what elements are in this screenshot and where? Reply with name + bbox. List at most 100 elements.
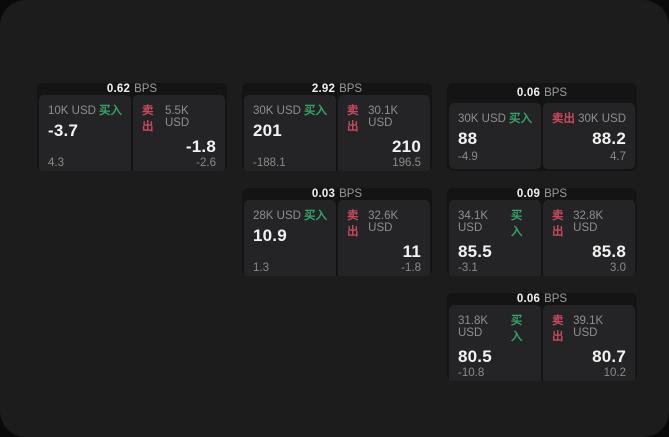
sell-panel[interactable]: 卖出 30.1K USD 210 196.5 [338, 95, 430, 171]
buy-label: 买入 [99, 105, 122, 117]
sell-panel-top: 卖出 30.1K USD [347, 102, 421, 134]
sell-panel-top: 卖出 30K USD [552, 110, 626, 126]
buy-price: 88 [458, 129, 478, 148]
sell-delta: -2.6 [196, 157, 216, 169]
buy-panel-top: 30K USD 买入 [458, 110, 532, 126]
quote-card: 0.06 BPS 31.8K USD 买入 80.5 -10.8 卖出 39.1… [447, 293, 637, 381]
quote-card: 0.03 BPS 28K USD 买入 10.9 1.3 卖出 32.6K US… [242, 188, 432, 276]
buy-label: 买入 [304, 210, 327, 222]
sell-panel[interactable]: 卖出 32.6K USD 11 -1.8 [338, 200, 430, 276]
buy-delta: -4.9 [458, 151, 478, 163]
sell-delta: -1.8 [401, 262, 421, 274]
buy-amount: 34.1K USD [458, 210, 489, 234]
sell-amount: 30.1K USD [368, 105, 399, 129]
card-body: 30K USD 买入 88 -4.9 卖出 30K USD 88.2 4.7 [449, 103, 635, 169]
buy-price: 80.5 [458, 347, 492, 366]
buy-delta: -10.8 [458, 367, 485, 379]
buy-panel-top: 10K USD 买入 [48, 102, 122, 118]
buy-panel[interactable]: 10K USD 买入 -3.7 4.3 [39, 95, 131, 171]
sell-panel-top: 卖出 32.6K USD [347, 207, 421, 239]
bps-unit-label: BPS [544, 87, 568, 99]
sell-label: 卖出 [347, 105, 359, 133]
card-header: 0.06 BPS [449, 293, 635, 305]
sell-panel-top: 卖出 32.8K USD [552, 207, 626, 239]
buy-amount: 28K USD [253, 210, 301, 222]
sell-label: 卖出 [552, 113, 575, 125]
sell-panel[interactable]: 卖出 32.8K USD 85.8 3.0 [543, 200, 635, 276]
quote-card: 0.06 BPS 30K USD 买入 88 -4.9 卖出 30K USD 8… [447, 83, 637, 171]
card-body: 34.1K USD 买入 85.5 -3.1 卖出 32.8K USD 85.8… [449, 200, 635, 276]
bps-unit-label: BPS [339, 83, 363, 95]
sell-price: 88.2 [592, 129, 626, 148]
buy-label: 买入 [510, 315, 523, 343]
buy-panel-top: 28K USD 买入 [253, 207, 327, 223]
sell-panel-top: 卖出 39.1K USD [552, 312, 626, 344]
quote-card: 0.62 BPS 10K USD 买入 -3.7 4.3 卖出 5.5K USD… [37, 83, 227, 171]
sell-panel-top: 卖出 5.5K USD [142, 102, 216, 134]
sell-price: 80.7 [592, 347, 626, 366]
card-header: 0.06 BPS [449, 83, 635, 103]
buy-price: 10.9 [253, 226, 287, 245]
bps-unit-label: BPS [134, 83, 158, 95]
buy-delta: -3.1 [458, 262, 478, 274]
sell-price: -1.8 [185, 137, 216, 156]
sell-price: 11 [402, 242, 421, 261]
bps-unit-label: BPS [544, 188, 568, 200]
buy-panel[interactable]: 28K USD 买入 10.9 1.3 [244, 200, 336, 276]
bps-spread-value: 0.62 [106, 83, 131, 95]
sell-delta: 10.2 [603, 367, 626, 379]
card-header: 0.03 BPS [244, 188, 430, 200]
sell-label: 卖出 [552, 315, 564, 343]
buy-label: 买入 [509, 113, 532, 125]
buy-panel-top: 30K USD 买入 [253, 102, 327, 118]
buy-price: 85.5 [458, 242, 492, 261]
bps-spread-value: 2.92 [311, 83, 336, 95]
quote-card: 2.92 BPS 30K USD 买入 201 -188.1 卖出 30.1K … [242, 83, 432, 171]
bps-spread-value: 0.06 [516, 87, 541, 99]
sell-panel[interactable]: 卖出 5.5K USD -1.8 -2.6 [133, 95, 225, 171]
buy-panel-top: 31.8K USD 买入 [458, 312, 532, 344]
buy-amount: 30K USD [458, 113, 506, 125]
buy-label: 买入 [304, 105, 327, 117]
bps-unit-label: BPS [339, 188, 363, 200]
sell-amount: 30K USD [578, 113, 626, 125]
buy-delta: 4.3 [48, 157, 64, 169]
sell-delta: 196.5 [392, 157, 421, 169]
buy-panel-top: 34.1K USD 买入 [458, 207, 532, 239]
sell-label: 卖出 [347, 210, 359, 238]
card-header: 2.92 BPS [244, 83, 430, 95]
buy-panel[interactable]: 34.1K USD 买入 85.5 -3.1 [449, 200, 541, 276]
bps-spread-value: 0.09 [516, 188, 541, 200]
buy-amount: 30K USD [253, 105, 301, 117]
buy-panel[interactable]: 30K USD 买入 201 -188.1 [244, 95, 336, 171]
card-body: 30K USD 买入 201 -188.1 卖出 30.1K USD 210 1… [244, 95, 430, 171]
sell-amount: 39.1K USD [573, 315, 604, 339]
buy-price: -3.7 [48, 121, 79, 140]
buy-delta: 1.3 [253, 262, 269, 274]
sell-amount: 32.6K USD [368, 210, 399, 234]
sell-delta: 3.0 [610, 262, 626, 274]
buy-price: 201 [253, 121, 282, 140]
sell-panel[interactable]: 卖出 30K USD 88.2 4.7 [543, 103, 635, 169]
card-header: 0.09 BPS [449, 188, 635, 200]
quote-board: 0.62 BPS 10K USD 买入 -3.7 4.3 卖出 5.5K USD… [37, 83, 637, 381]
buy-amount: 10K USD [48, 105, 96, 117]
sell-amount: 5.5K USD [164, 105, 190, 129]
buy-label: 买入 [510, 210, 523, 238]
quote-card: 0.09 BPS 34.1K USD 买入 85.5 -3.1 卖出 32.8K… [447, 188, 637, 276]
buy-panel[interactable]: 31.8K USD 买入 80.5 -10.8 [449, 305, 541, 381]
sell-price: 210 [392, 137, 421, 156]
sell-panel[interactable]: 卖出 39.1K USD 80.7 10.2 [543, 305, 635, 381]
sell-amount: 32.8K USD [573, 210, 604, 234]
sell-price: 85.8 [592, 242, 626, 261]
sell-label: 卖出 [142, 105, 154, 133]
card-body: 10K USD 买入 -3.7 4.3 卖出 5.5K USD -1.8 -2.… [39, 95, 225, 171]
bps-spread-value: 0.06 [516, 293, 541, 305]
sell-label: 卖出 [552, 210, 564, 238]
bps-spread-value: 0.03 [311, 188, 336, 200]
buy-panel[interactable]: 30K USD 买入 88 -4.9 [449, 103, 541, 169]
sell-delta: 4.7 [610, 151, 626, 163]
card-body: 28K USD 买入 10.9 1.3 卖出 32.6K USD 11 -1.8 [244, 200, 430, 276]
bps-unit-label: BPS [544, 293, 568, 305]
